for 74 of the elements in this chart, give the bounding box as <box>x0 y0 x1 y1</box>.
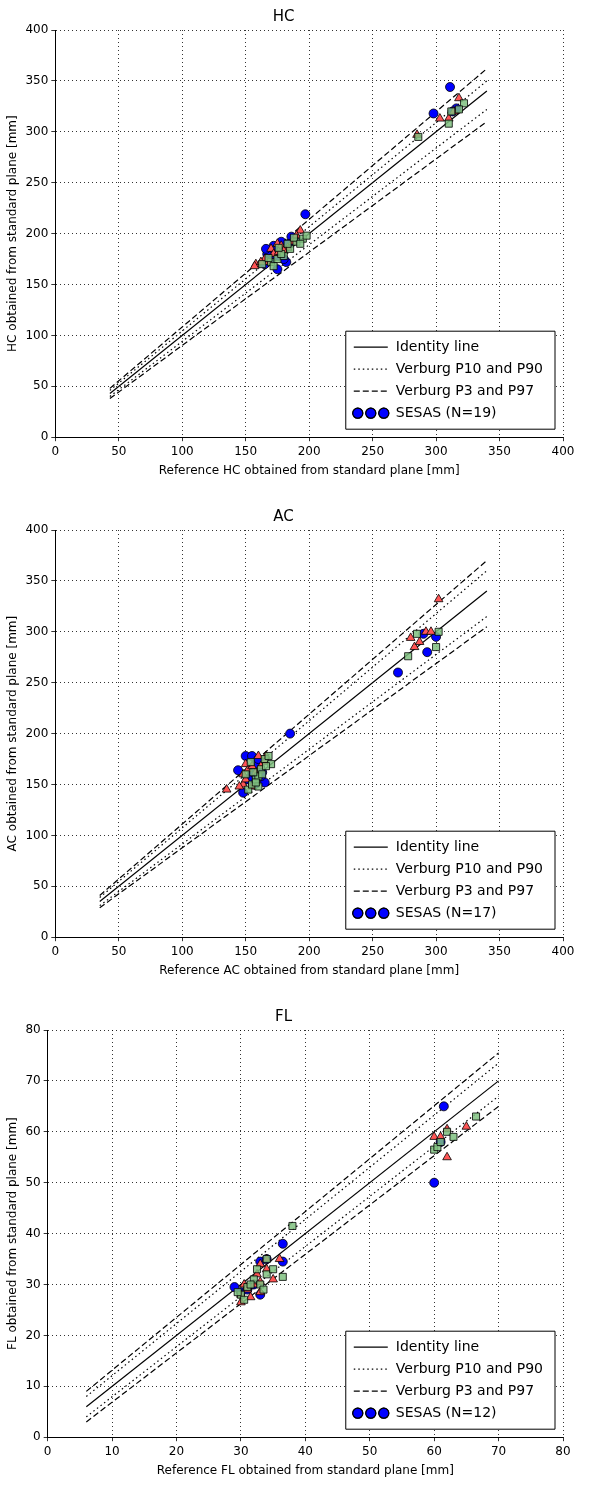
x-tick-label: 20 <box>168 1443 185 1458</box>
legend-label: Verburg P3 and P97 <box>395 1381 535 1398</box>
chart-title: FL <box>275 1006 293 1025</box>
x-axis-title: Reference AC obtained from standard plane [mm] <box>159 962 460 977</box>
legend-label: Verburg P10 and P90 <box>395 859 543 876</box>
y-tick-label: 50 <box>25 1174 41 1189</box>
y-tick-label: 40 <box>25 1225 41 1240</box>
legend-label: Identity line <box>395 337 480 354</box>
x-tick-label: 80 <box>555 1443 571 1458</box>
y-tick-label: 0 <box>40 429 49 444</box>
x-tick-label: 300 <box>424 943 448 958</box>
legend-label: Verburg P3 and P97 <box>395 881 535 898</box>
y-tick-label: 250 <box>25 674 49 689</box>
y-tick-label: 150 <box>25 276 49 291</box>
x-tick-label: 350 <box>488 443 511 458</box>
y-tick-label: 200 <box>25 725 49 740</box>
y-tick-label: 60 <box>25 1123 41 1138</box>
legend-label: SESAS (N=12) <box>395 1403 497 1420</box>
x-tick-label: 50 <box>362 1443 378 1458</box>
x-tick-label: 300 <box>424 443 448 458</box>
x-tick-label: 350 <box>488 943 511 958</box>
x-tick-label: 200 <box>297 443 321 458</box>
y-tick-label: 100 <box>25 827 49 842</box>
legend-label: Verburg P10 and P90 <box>395 1359 543 1376</box>
x-tick-label: 0 <box>51 443 60 458</box>
y-tick-label: 50 <box>33 378 49 393</box>
y-tick-label: 70 <box>25 1073 41 1088</box>
x-tick-label: 70 <box>490 1443 507 1458</box>
legend-label: SESAS (N=19) <box>395 403 497 420</box>
legend-label: Verburg P10 and P90 <box>395 359 543 376</box>
x-tick-label: 400 <box>551 943 575 958</box>
y-axis-title: AC obtained from standard plane [mm] <box>5 615 20 852</box>
y-tick-label: 30 <box>25 1276 41 1291</box>
legend-label: Verburg P3 and P97 <box>395 381 535 398</box>
x-axis-title: Reference HC obtained from standard plane [mm] <box>158 462 460 477</box>
x-tick-label: 400 <box>551 443 575 458</box>
legend-label: SESAS (N=17) <box>395 903 497 920</box>
chart-title: AC <box>273 506 294 525</box>
legend-label: Identity line <box>395 1337 480 1354</box>
y-tick-label: 400 <box>25 22 49 37</box>
legend-label: Identity line <box>395 837 480 854</box>
x-tick-label: 100 <box>170 443 194 458</box>
x-tick-label: 100 <box>170 943 194 958</box>
y-tick-label: 50 <box>33 878 49 893</box>
x-tick-label: 40 <box>297 1443 313 1458</box>
y-tick-label: 150 <box>25 776 49 791</box>
x-tick-label: 150 <box>234 443 258 458</box>
y-tick-label: 100 <box>25 327 49 342</box>
y-tick-label: 300 <box>25 123 49 138</box>
x-tick-label: 10 <box>104 1443 120 1458</box>
x-tick-label: 50 <box>111 443 127 458</box>
x-tick-label: 50 <box>111 943 127 958</box>
y-tick-label: 80 <box>25 1022 41 1037</box>
x-tick-label: 200 <box>297 943 321 958</box>
y-axis-title: HC obtained from standard plane [mm] <box>5 115 20 352</box>
y-tick-label: 350 <box>25 73 49 88</box>
x-tick-label: 30 <box>233 1443 249 1458</box>
x-axis-title: Reference FL obtained from standard plane [mm] <box>156 1462 454 1477</box>
chart-title: HC <box>272 6 295 25</box>
y-tick-label: 300 <box>25 623 49 638</box>
y-tick-label: 200 <box>25 225 49 240</box>
x-tick-label: 150 <box>234 943 258 958</box>
y-tick-label: 10 <box>25 1378 41 1393</box>
y-tick-label: 0 <box>33 1429 41 1444</box>
y-tick-label: 250 <box>25 174 49 189</box>
x-tick-label: 250 <box>361 943 385 958</box>
y-tick-label: 400 <box>25 522 49 537</box>
y-tick-label: 350 <box>25 573 49 588</box>
y-axis-title: FL obtained from standard plane [mm] <box>5 1117 20 1351</box>
y-tick-label: 0 <box>40 929 49 944</box>
x-tick-label: 0 <box>51 943 60 958</box>
x-tick-label: 60 <box>426 1443 442 1458</box>
x-tick-label: 250 <box>361 443 385 458</box>
y-tick-label: 20 <box>25 1327 41 1342</box>
